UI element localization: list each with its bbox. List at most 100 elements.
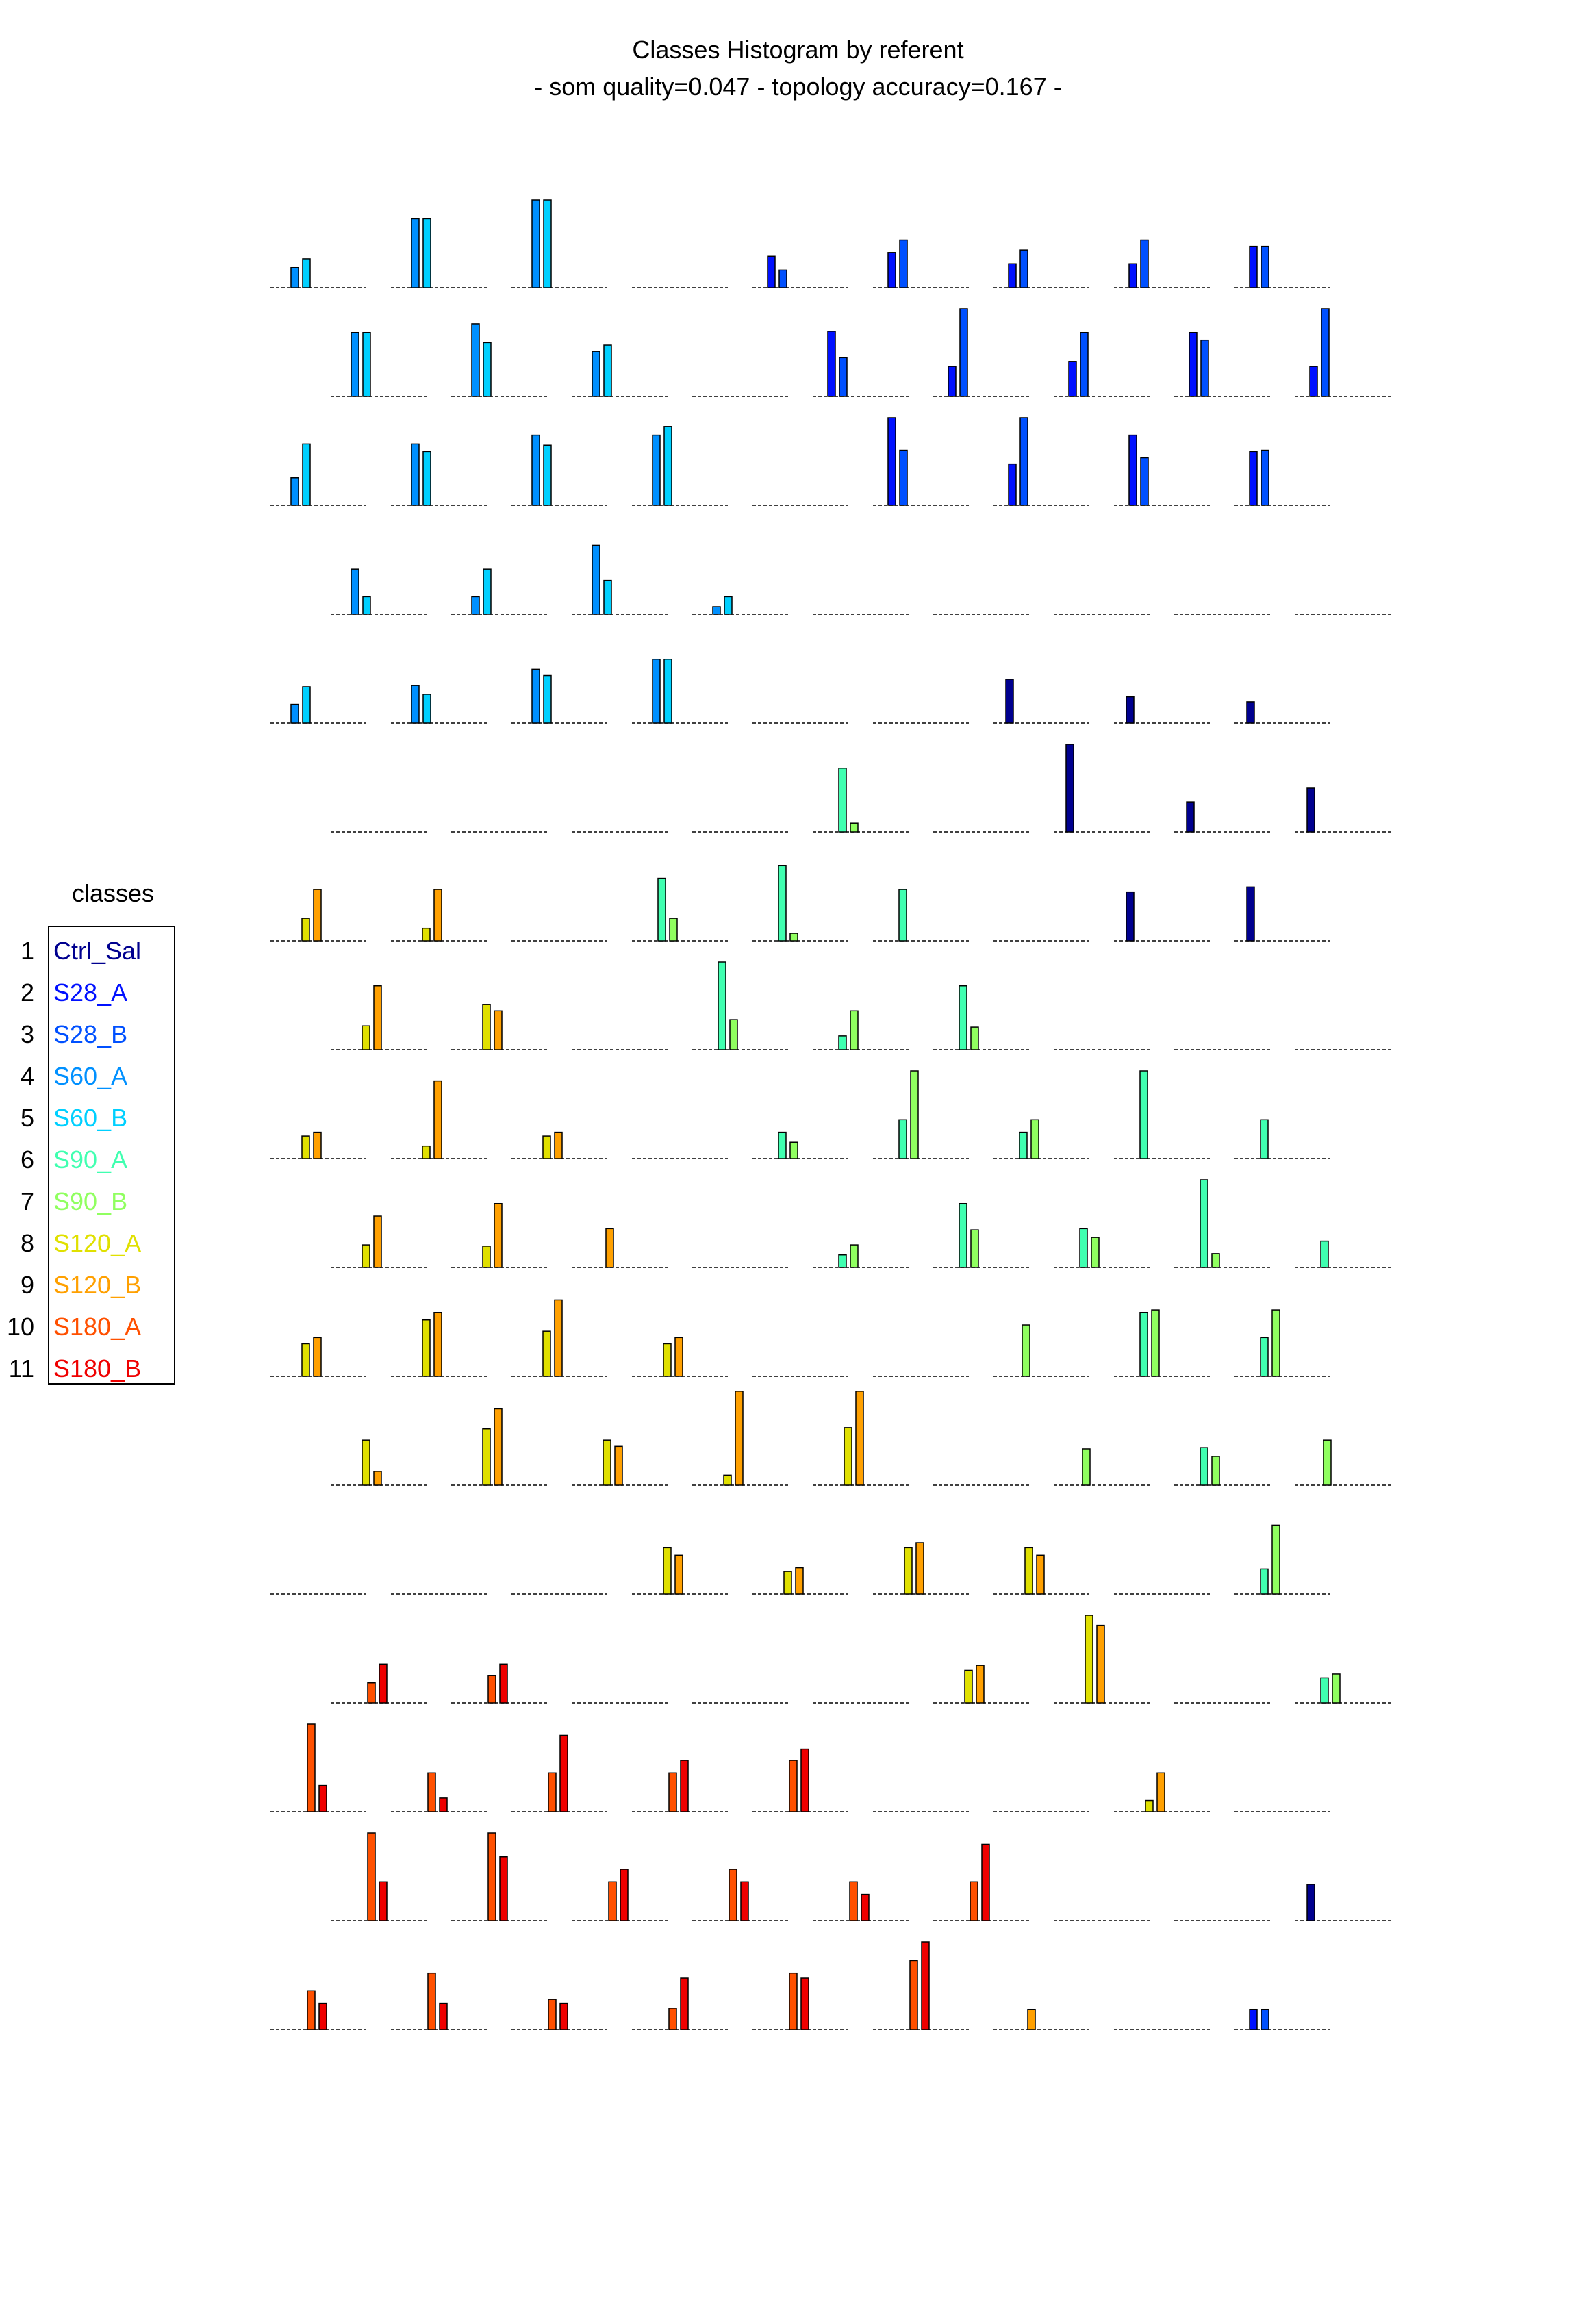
cell-r4-c1 (331, 568, 427, 615)
bar-s90-b (850, 1244, 859, 1268)
bar-ctrl-sal (1306, 787, 1315, 833)
cell-r2-c2 (451, 323, 547, 397)
bar-s180-a (427, 1772, 436, 1812)
cell-r7-c1 (270, 889, 366, 942)
cell-r14-c2 (451, 1663, 547, 1704)
bar-s90-a (1079, 1228, 1088, 1268)
cell-r1-c2 (391, 218, 487, 288)
cell-r12-c2 (451, 1408, 547, 1486)
bar-s90-a (838, 1035, 847, 1050)
bar-s180-b (559, 1734, 568, 1812)
bar-s90-a (1139, 1070, 1148, 1159)
bar-s60-b (362, 596, 371, 615)
bar-s90-b (1271, 1524, 1280, 1595)
bar-s90-a (1260, 1568, 1269, 1595)
cell-r5-c3 (511, 668, 607, 724)
bar-s120-a (663, 1547, 672, 1595)
bar-s180-b (439, 1797, 448, 1812)
cell-r9-c2 (391, 1080, 487, 1159)
legend-entry-s60-a: S60_A (53, 1062, 128, 1090)
cell-r15-c8 (1114, 1772, 1210, 1812)
bar-s180-a (487, 1675, 496, 1704)
bar-s120-a (783, 1571, 792, 1595)
cell-r16-c3 (572, 1869, 668, 1921)
cell-r15-c3 (511, 1734, 607, 1812)
bar-s60-a (531, 434, 540, 506)
bar-s120-b (373, 1471, 382, 1486)
legend-entry-s180-a: S180_A (53, 1313, 142, 1341)
legend-entry-s120-a: S120_A (53, 1229, 142, 1257)
bar-s28-a (1008, 263, 1017, 288)
bar-s90-b (1323, 1439, 1332, 1486)
cell-r10-c3 (572, 1228, 668, 1268)
cell-r9-c8 (1114, 1070, 1210, 1159)
bar-s90-b (669, 918, 678, 942)
bar-s90-b (1022, 1324, 1030, 1377)
bar-s120-b (313, 1131, 322, 1159)
bar-ctrl-sal (1306, 1884, 1315, 1921)
cell-r2-c9 (1295, 308, 1391, 397)
cell-r14-c9 (1295, 1673, 1391, 1704)
bar-s180-b (680, 1977, 689, 2030)
legend-number-5: 5 (20, 1104, 34, 1132)
bar-s60-b (543, 674, 552, 724)
bar-s60-a (411, 685, 420, 724)
bar-s120-b (735, 1391, 744, 1486)
bar-s60-a (652, 658, 661, 724)
bar-s60-b (302, 686, 311, 724)
bar-s180-a (367, 1832, 376, 1921)
bar-s28-a (1008, 463, 1017, 506)
bar-s90-a (1320, 1677, 1329, 1704)
cell-r5-c7 (993, 679, 1089, 724)
bar-s180-b (740, 1881, 749, 1921)
cell-r15-c1 (270, 1723, 366, 1812)
bar-s28-b (959, 308, 968, 397)
legend-number-6: 6 (20, 1146, 34, 1174)
bar-s120-b (494, 1408, 503, 1486)
bar-s120-a (362, 1244, 370, 1268)
cell-r9-c6 (873, 1070, 969, 1159)
cell-r13-c6 (873, 1542, 969, 1595)
bar-s180-b (680, 1760, 689, 1812)
cell-r8-c6 (933, 985, 1029, 1050)
legend-entry-s120-b: S120_B (53, 1271, 142, 1299)
bar-s120-a (1145, 1799, 1154, 1812)
legend-number-4: 4 (20, 1062, 34, 1090)
bar-s120-b (915, 1542, 924, 1595)
bar-s180-a (367, 1682, 376, 1704)
bar-s120-b (614, 1445, 623, 1486)
legend-entry-s90-b: S90_B (53, 1187, 128, 1215)
cell-r13-c7 (993, 1547, 1089, 1595)
bar-ctrl-sal (1126, 891, 1135, 942)
bar-s90-b (850, 1010, 859, 1050)
bar-s60-b (422, 218, 431, 288)
bar-s180-b (439, 2002, 448, 2030)
bar-s120-b (674, 1337, 683, 1377)
bar-s28-b (899, 449, 908, 506)
bar-s28-b (1019, 249, 1028, 288)
cell-r17-c2 (391, 1972, 487, 2030)
bar-s120-a (1024, 1547, 1033, 1595)
bar-s120-b (1027, 2008, 1036, 2030)
cell-r7-c5 (752, 865, 848, 942)
bar-s180-b (379, 1881, 388, 1921)
bar-s28-b (1321, 308, 1330, 397)
bar-s180-a (970, 1881, 978, 1921)
cell-r12-c3 (572, 1439, 668, 1486)
cell-r4-c4 (692, 596, 788, 615)
cell-r7-c8 (1114, 891, 1210, 942)
bar-s60-b (663, 658, 672, 724)
bar-s180-b (800, 1977, 809, 2030)
cell-r3-c1 (270, 443, 366, 506)
cell-r12-c1 (331, 1439, 427, 1486)
cell-r15-c4 (632, 1760, 728, 1812)
bar-s60-a (471, 596, 480, 615)
bar-s120-a (482, 1004, 491, 1050)
bar-s120-a (301, 918, 310, 942)
bar-s180-b (559, 2002, 568, 2030)
bar-s180-a (307, 1723, 316, 1812)
cell-r3-c7 (993, 417, 1089, 506)
bar-s90-a (1260, 1119, 1269, 1159)
legend-number-9: 9 (20, 1271, 34, 1299)
cell-r2-c8 (1174, 331, 1270, 397)
